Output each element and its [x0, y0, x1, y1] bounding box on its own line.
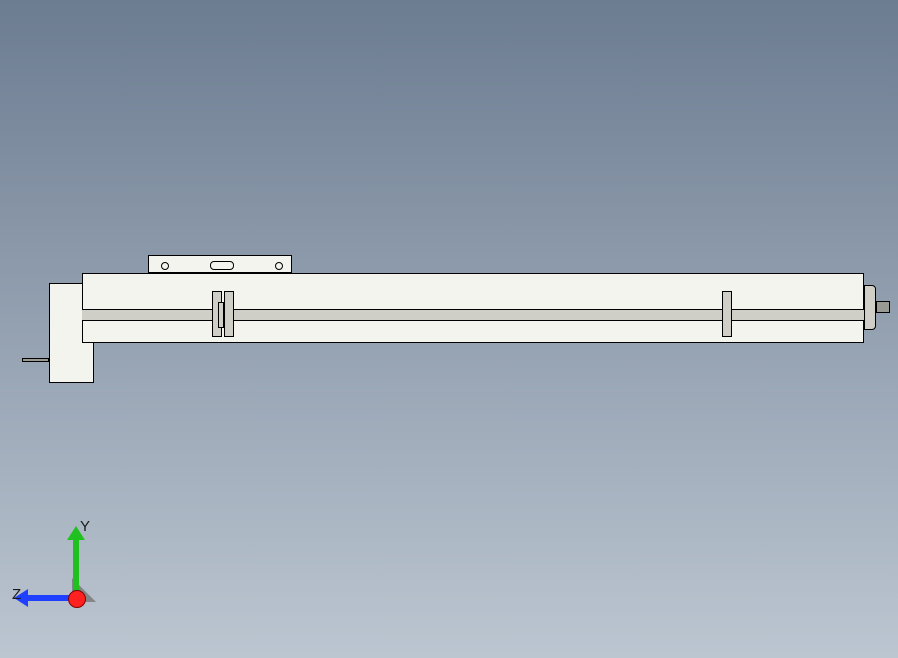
- axis-y-label: Y: [80, 518, 90, 535]
- rail-groove: [82, 309, 864, 321]
- axis-z-label: Z: [12, 586, 21, 603]
- model-assembly[interactable]: [22, 255, 884, 385]
- cable-stub: [22, 358, 49, 362]
- support-rib: [224, 291, 234, 337]
- axis-z-arrow[interactable]: [26, 595, 72, 601]
- cad-viewport[interactable]: Y Z: [0, 0, 898, 658]
- shaft-pin: [876, 301, 890, 313]
- end-cap: [864, 285, 876, 330]
- axis-y-arrow[interactable]: [73, 538, 79, 592]
- mount-hole-right: [275, 262, 283, 270]
- axis-x-dot[interactable]: [68, 590, 86, 608]
- mount-hole-left: [161, 262, 169, 270]
- mount-slot: [210, 261, 234, 270]
- carriage-bracket: [148, 255, 292, 273]
- rail-body: [82, 273, 864, 343]
- support-rib: [722, 291, 732, 337]
- axis-triad[interactable]: Y Z: [26, 530, 106, 620]
